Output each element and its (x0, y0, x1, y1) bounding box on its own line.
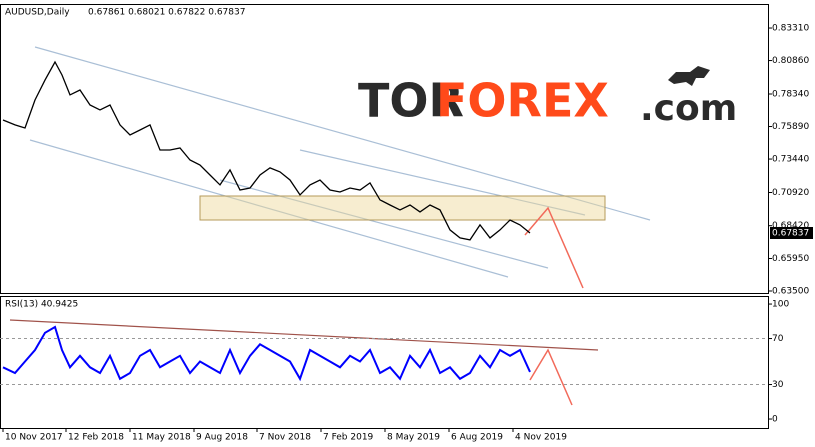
y-tick-label: 0.68420 (772, 221, 809, 231)
y-tick-label: 30 (772, 380, 784, 390)
x-tick-label: 7 Feb 2019 (323, 433, 374, 443)
x-tick-label: 9 Aug 2018 (196, 433, 248, 443)
watermark: .com (640, 88, 737, 129)
y-tick-label: 100 (772, 300, 789, 310)
price-label-box (770, 226, 813, 239)
y-tick-label: 0.80860 (772, 56, 809, 66)
x-tick-label: 11 May 2018 (132, 433, 191, 443)
y-tick-label: 0.83310 (772, 24, 809, 34)
y-tick-label: 0.65950 (772, 254, 809, 264)
price-label: 0.67837 (772, 228, 809, 238)
x-tick-label: 12 Feb 2018 (68, 433, 124, 443)
y-tick-label: 0.70920 (772, 188, 809, 198)
x-tick-label: 8 May 2019 (387, 433, 440, 443)
rsi-title: RSI(13) 40.9425 (5, 300, 78, 310)
forecast-arrow (524, 206, 584, 289)
line-series (2, 60, 531, 241)
forecast-arrow (529, 348, 573, 406)
x-tick-label: 10 Nov 2017 (5, 433, 63, 443)
y-tick-label: 0.75890 (772, 122, 809, 132)
watermark: TOR (358, 74, 464, 128)
x-tick-label: 6 Aug 2019 (451, 433, 503, 443)
x-tick-label: 7 Nov 2018 (259, 433, 311, 443)
x-tick-label: 4 Nov 2019 (515, 433, 567, 443)
ohlc: 0.67861 0.68021 0.67822 0.67837 (88, 8, 245, 18)
y-tick-label: 0.63500 (772, 287, 809, 297)
y-tick-label: 70 (772, 334, 784, 344)
y-tick-label: 0.78340 (772, 90, 809, 100)
watermark: FOREX (436, 74, 609, 128)
y-tick-label: 0.73440 (772, 155, 809, 165)
bull-icon (668, 66, 710, 86)
rsi-panel (0, 296, 769, 429)
rsi-trendline (9, 319, 599, 351)
symbol: AUDUSD,Daily (5, 8, 70, 18)
y-tick-label: 0 (772, 415, 778, 425)
price-panel (0, 4, 769, 294)
channel (29, 46, 651, 278)
line-series (2, 325, 531, 382)
